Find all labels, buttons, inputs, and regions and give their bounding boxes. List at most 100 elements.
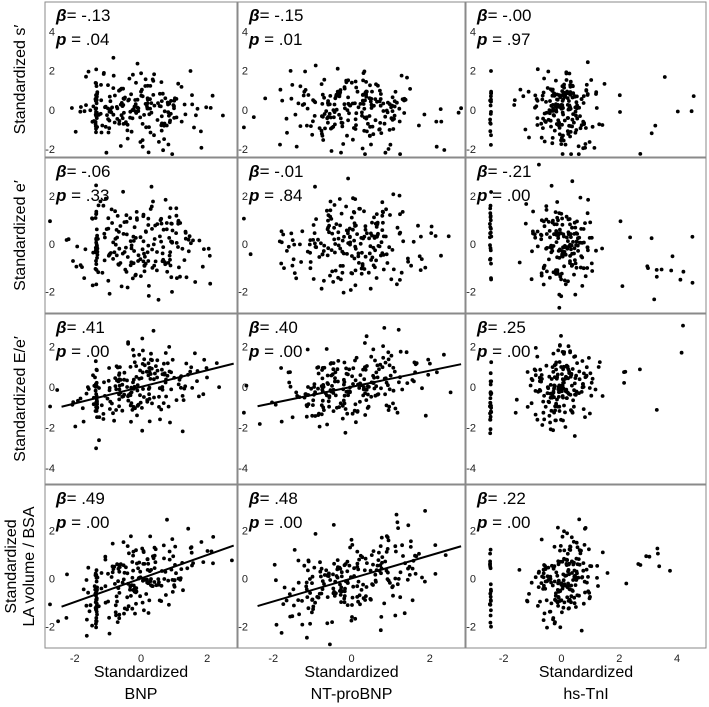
data-point	[94, 616, 99, 620]
data-point	[183, 229, 188, 234]
data-point	[547, 257, 551, 262]
data-point	[540, 97, 545, 102]
x-tick-label: 2	[427, 653, 433, 665]
data-point	[488, 594, 493, 599]
data-point	[364, 116, 369, 121]
data-point	[559, 138, 563, 143]
data-point	[539, 581, 544, 585]
data-point	[130, 116, 135, 121]
data-point	[308, 591, 312, 595]
data-point	[567, 107, 572, 112]
data-point	[405, 381, 410, 385]
beta-symbol: β	[248, 162, 260, 181]
data-point	[489, 110, 493, 114]
data-point	[348, 390, 352, 395]
data-point	[548, 235, 552, 240]
data-point	[422, 112, 427, 117]
data-point	[354, 223, 358, 228]
data-point	[353, 268, 358, 273]
data-point	[167, 557, 172, 562]
data-point	[342, 393, 347, 398]
data-point	[149, 101, 154, 105]
data-point	[553, 408, 557, 413]
y-tick-label: 2	[470, 191, 476, 203]
data-point	[442, 148, 447, 152]
data-point	[556, 233, 561, 238]
data-point	[371, 562, 375, 567]
data-point	[174, 398, 179, 402]
data-point	[558, 544, 563, 548]
data-point	[129, 534, 133, 539]
y-tick-label: -2	[466, 144, 476, 156]
data-point	[75, 244, 80, 249]
data-point	[138, 393, 142, 398]
data-point	[523, 127, 528, 132]
data-point	[395, 410, 400, 415]
data-point	[298, 242, 302, 247]
data-point	[167, 236, 172, 240]
data-point	[330, 231, 335, 236]
data-point	[106, 571, 110, 576]
data-point	[114, 408, 118, 412]
data-point	[555, 215, 560, 220]
data-point	[131, 239, 136, 243]
data-point	[325, 253, 330, 258]
data-point	[327, 404, 331, 409]
data-point	[568, 90, 573, 94]
data-point	[544, 363, 549, 368]
data-point	[289, 96, 294, 101]
data-point	[117, 246, 122, 251]
data-point	[383, 150, 388, 155]
data-point	[318, 569, 323, 574]
data-point	[364, 398, 369, 402]
data-point	[151, 199, 155, 204]
data-point	[159, 239, 164, 244]
data-point	[384, 252, 389, 257]
data-point	[134, 586, 139, 590]
data-point	[556, 103, 560, 107]
data-point	[155, 358, 160, 363]
data-point	[135, 561, 139, 566]
data-point	[439, 253, 443, 258]
data-point	[356, 599, 360, 604]
data-point	[542, 611, 547, 616]
data-point	[596, 584, 600, 588]
data-point	[489, 624, 493, 629]
data-point	[589, 261, 594, 266]
data-point	[210, 93, 215, 98]
data-point	[122, 611, 126, 616]
data-point	[272, 562, 277, 567]
data-point	[583, 142, 588, 146]
data-point	[169, 275, 174, 280]
data-point	[133, 611, 137, 616]
data-point	[554, 122, 559, 126]
data-point	[573, 393, 578, 397]
data-point	[566, 599, 571, 603]
data-point	[373, 97, 378, 101]
data-point	[571, 539, 576, 544]
data-point	[296, 101, 301, 106]
data-point	[93, 359, 98, 364]
data-point	[588, 371, 593, 376]
data-point	[132, 225, 137, 230]
data-point	[361, 78, 365, 83]
data-point	[554, 570, 559, 575]
data-point	[489, 97, 493, 102]
data-point	[159, 80, 164, 84]
data-point	[365, 561, 369, 565]
data-point	[338, 246, 343, 251]
data-point	[114, 387, 119, 392]
data-point	[526, 89, 531, 94]
data-point	[93, 409, 98, 413]
data-point	[380, 213, 385, 218]
data-point	[406, 259, 410, 264]
data-point	[550, 563, 554, 568]
data-point	[367, 96, 372, 101]
data-point	[585, 60, 590, 65]
data-point	[489, 379, 494, 384]
data-point	[553, 620, 557, 625]
data-point	[189, 550, 194, 555]
data-point	[94, 81, 98, 86]
data-point	[583, 526, 588, 530]
data-point	[326, 399, 331, 404]
